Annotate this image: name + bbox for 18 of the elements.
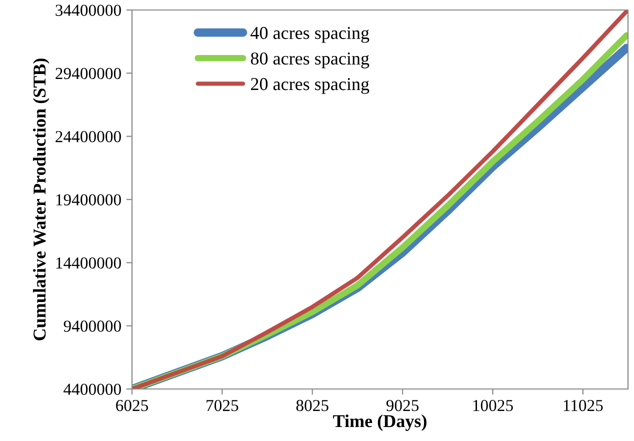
legend-label: 40 acres spacing xyxy=(250,26,370,43)
y-tick-label: 14400000 xyxy=(56,257,121,269)
x-tick-label: 8025 xyxy=(296,400,328,412)
x-tick-label: 6025 xyxy=(116,400,148,412)
y-tick-label: 29400000 xyxy=(56,68,121,80)
x-tick-label: 10025 xyxy=(473,400,513,412)
x-tick-label: 7025 xyxy=(206,400,238,412)
y-tick-label: 4400000 xyxy=(64,384,121,395)
y-tick-label: 34400000 xyxy=(56,4,121,16)
x-tick-label: 9025 xyxy=(386,400,419,412)
y-tick-label: 19400000 xyxy=(56,194,121,206)
legend-label: 20 acres spacing xyxy=(251,78,370,94)
legend-label: 80 acres spacing xyxy=(250,52,370,68)
x-axis-title: Time (Days) xyxy=(333,414,426,431)
y-tick-label: 9400000 xyxy=(64,320,121,332)
x-tick-label: 11025 xyxy=(564,400,603,412)
y-tick-label: 24400000 xyxy=(56,131,121,142)
y-axis-title: Cumulative Water Production (STB) xyxy=(32,58,50,340)
